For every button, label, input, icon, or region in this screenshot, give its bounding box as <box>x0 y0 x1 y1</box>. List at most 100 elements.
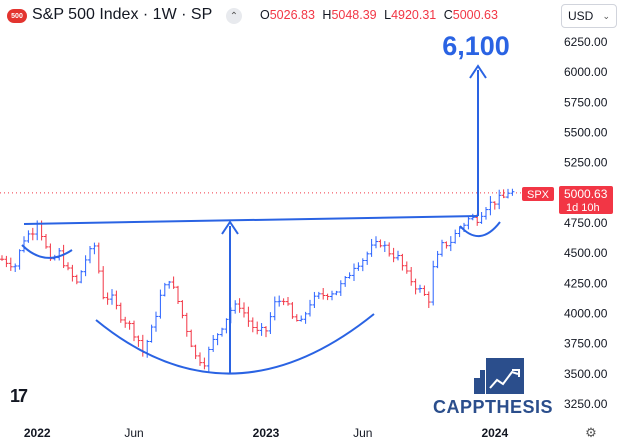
y-tick-label: 4750.00 <box>564 216 608 230</box>
ohlc-bar <box>334 290 339 296</box>
ohlc-bar <box>246 306 251 327</box>
chevron-up-icon[interactable]: ⌃ <box>226 8 242 24</box>
high-value: 5048.39 <box>331 8 377 22</box>
ohlc-bar <box>83 255 88 277</box>
ohlc-bar <box>268 312 273 334</box>
ohlc-bar <box>479 212 484 224</box>
ohlc-bar <box>57 247 62 261</box>
ohlc-bar <box>8 257 13 271</box>
ohlc-bar <box>466 216 471 230</box>
target-arrowhead <box>469 64 487 79</box>
low-value: 4920.31 <box>391 8 437 22</box>
symbol-title[interactable]: S&P 500 Index · 1W · SP <box>32 6 213 23</box>
ohlc-bar <box>290 302 295 319</box>
ohlc-bar <box>391 247 396 263</box>
ohlc-bar <box>220 327 224 337</box>
left-shoulder-curve <box>21 244 73 259</box>
ohlc-bar <box>92 242 97 255</box>
currency-selector[interactable]: USD ⌄ <box>561 4 617 28</box>
ohlc-bar <box>316 291 321 300</box>
high-key: H <box>322 8 332 22</box>
ohlc-bar <box>211 334 216 352</box>
ohlc-bar <box>281 298 286 306</box>
ohlc-bar <box>237 298 242 313</box>
ohlc-bar <box>321 287 326 300</box>
ohlc-bar <box>167 280 172 289</box>
target-label: 6,100 <box>442 31 510 61</box>
x-tick-label: Jun <box>124 426 143 440</box>
ohlc-bar <box>356 262 361 271</box>
ohlc-bar <box>70 264 75 282</box>
y-tick-label: 5750.00 <box>564 95 608 109</box>
ohlc-bar <box>118 302 123 323</box>
ohlc-bar <box>259 323 264 336</box>
ohlc-bar <box>387 242 392 257</box>
gear-icon[interactable]: ⚙ <box>585 425 597 440</box>
ohlc-bar <box>215 333 220 346</box>
ohlc-bar <box>154 311 158 332</box>
ohlc-bar <box>488 196 493 216</box>
ohlc-bar <box>378 239 383 248</box>
ohlc-bar <box>189 329 194 348</box>
ohlc-bar <box>264 326 268 338</box>
ohlc-bar <box>105 292 110 305</box>
annotation-layer: 6,100 <box>21 31 510 375</box>
ohlc-bar <box>343 276 348 287</box>
tradingview-logo[interactable]: 17 <box>10 386 28 406</box>
ohlc-bar <box>13 263 18 272</box>
ohlc-readout: O5026.83 H5048.39 L4920.31 C5000.63 <box>260 8 502 22</box>
cappthesis-logo-icon <box>474 358 524 394</box>
ohlc-bar <box>435 250 440 269</box>
open-value: 5026.83 <box>269 8 315 22</box>
ohlc-bar <box>180 300 185 319</box>
ohlc-bar <box>426 291 431 309</box>
ohlc-bar <box>382 241 387 253</box>
ohlc-bar <box>101 266 106 300</box>
ohlc-bar <box>510 188 515 196</box>
ohlc-bar <box>409 267 414 286</box>
ohlc-bar <box>162 282 167 297</box>
x-tick-label: 2024 <box>481 426 508 440</box>
ohlc-bar <box>224 318 229 334</box>
ohlc-bar <box>79 270 84 284</box>
y-tick-label: 6000.00 <box>564 65 608 79</box>
currency-label: USD <box>568 9 594 23</box>
y-tick-label: 4500.00 <box>564 246 608 260</box>
x-tick-label: Jun <box>353 426 372 440</box>
close-key: C <box>443 8 453 22</box>
neckline-trendline <box>23 215 479 225</box>
ohlc-bar <box>176 285 180 304</box>
x-tick-label: 2023 <box>253 426 280 440</box>
ohlc-bar <box>242 302 246 318</box>
last-price-tag: SPX 5000.63 1d 10h <box>522 186 613 214</box>
ohlc-bar <box>277 295 282 307</box>
ohlc-bar <box>448 236 453 252</box>
ohlc-bar <box>330 290 334 301</box>
ohlc-bar <box>114 290 119 310</box>
ohlc-bar <box>422 285 427 296</box>
ohlc-bar <box>44 233 48 249</box>
ohlc-bar <box>74 274 79 285</box>
ohlc-bar <box>347 272 352 279</box>
ohlc-bar <box>312 291 317 309</box>
ohlc-bar <box>233 300 238 314</box>
ohlc-bar <box>96 242 101 274</box>
chevron-down-icon: ⌄ <box>602 10 610 21</box>
ohlc-bar <box>484 206 488 220</box>
ohlc-bar <box>184 312 189 337</box>
ohlc-bar <box>17 249 22 270</box>
cappthesis-watermark: CAPPTHESIS <box>433 397 554 417</box>
x-tick-label: 2022 <box>24 426 51 440</box>
ohlc-bar <box>413 278 418 295</box>
close-value: 5000.63 <box>452 8 498 22</box>
handle-curve <box>459 221 501 237</box>
ohlc-bar <box>453 229 458 244</box>
ohlc-bar <box>374 236 378 249</box>
ohlc-bar <box>30 227 35 241</box>
cup-bottom-curve <box>95 313 375 375</box>
ohlc-bar <box>396 250 400 261</box>
ohlc-bar <box>206 346 211 372</box>
ohlc-bar <box>501 189 506 199</box>
ohlc-bar <box>26 230 31 243</box>
